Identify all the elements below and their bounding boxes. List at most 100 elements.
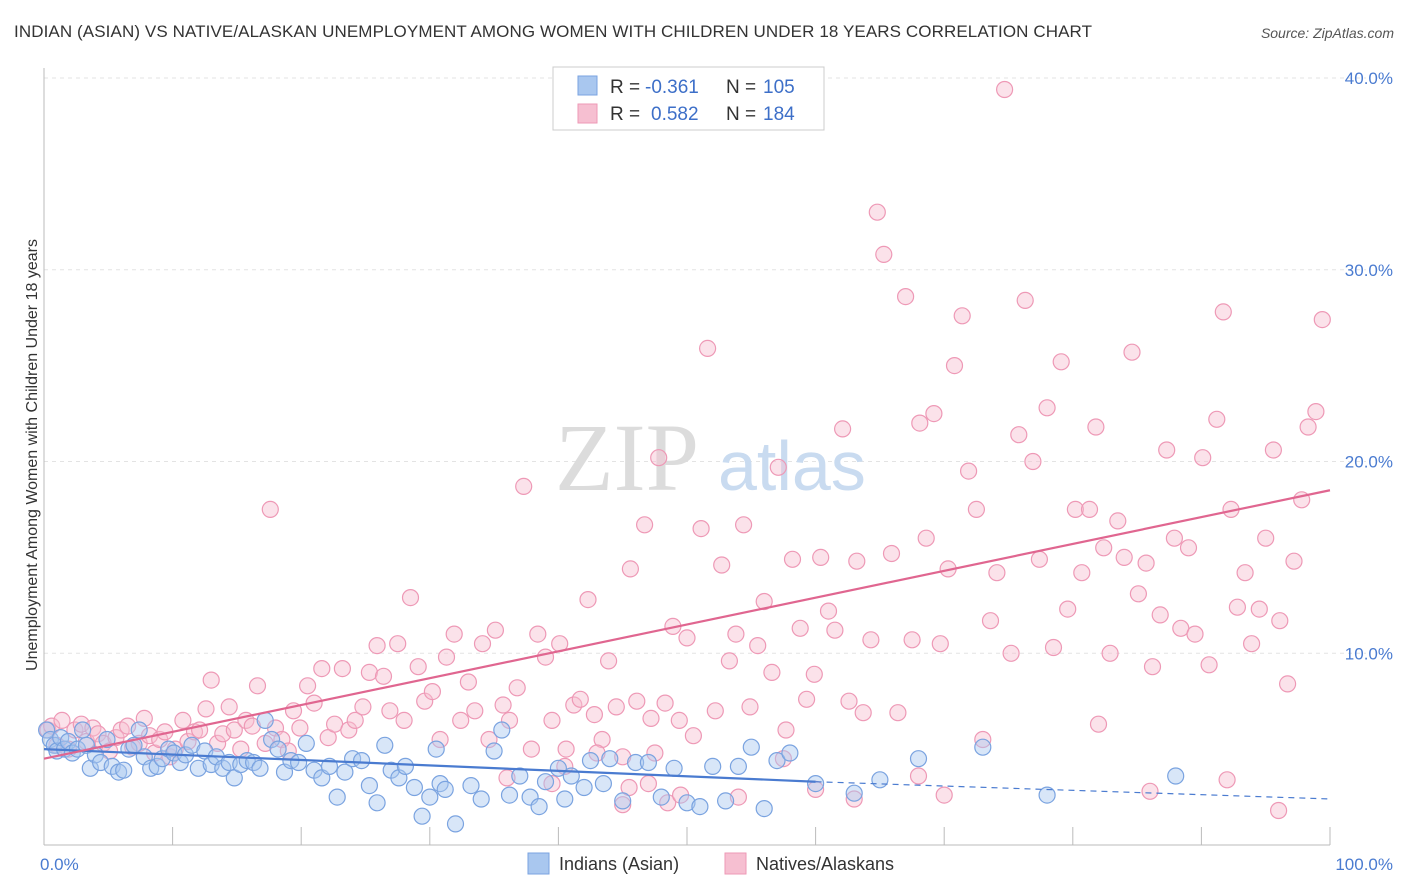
- point-blue-94: [742, 738, 760, 756]
- point-pink-162: [1123, 343, 1141, 361]
- point-pink-50: [333, 659, 351, 678]
- point-pink-103: [706, 702, 724, 720]
- point-pink-119: [819, 602, 838, 620]
- point-pink-174: [1208, 410, 1226, 428]
- point-pink-76: [515, 477, 533, 495]
- point-pink-117: [805, 665, 823, 683]
- point-blue-92: [716, 792, 735, 810]
- y-tick-label-1: 20.0%: [1345, 453, 1393, 472]
- point-pink-107: [734, 516, 753, 534]
- watermark: ZIP atlas: [555, 404, 866, 511]
- point-pink-75: [508, 679, 526, 697]
- point-blue-91: [704, 757, 722, 776]
- point-pink-93: [635, 516, 654, 534]
- point-blue-72: [500, 786, 519, 804]
- point-pink-58: [389, 635, 407, 653]
- point-blue-77: [549, 759, 568, 777]
- point-pink-167: [1158, 441, 1176, 459]
- point-pink-135: [931, 635, 949, 653]
- point-blue-93: [729, 757, 748, 776]
- point-pink-95: [650, 449, 668, 467]
- point-pink-56: [374, 667, 393, 685]
- point-pink-114: [783, 550, 802, 568]
- point-blue-56: [368, 794, 386, 812]
- point-blue-95: [755, 799, 773, 818]
- point-pink-139: [959, 462, 978, 480]
- chart-title: INDIAN (ASIAN) VS NATIVE/ALASKAN UNEMPLO…: [14, 22, 1093, 41]
- point-blue-64: [427, 740, 445, 758]
- point-pink-180: [1250, 600, 1268, 618]
- point-pink-123: [848, 552, 866, 570]
- point-blue-71: [493, 721, 511, 739]
- legend-n-label-pink: N =: [726, 104, 756, 125]
- point-pink-209: [909, 767, 928, 785]
- legend-swatch-blue: [577, 75, 598, 96]
- point-pink-166: [1151, 606, 1169, 624]
- point-pink-150: [1038, 399, 1056, 417]
- point-pink-64: [431, 730, 449, 749]
- point-pink-29: [202, 671, 220, 689]
- point-pink-108: [741, 698, 759, 716]
- y-tick-label-3: 40.0%: [1345, 69, 1393, 88]
- point-pink-124: [854, 704, 872, 722]
- point-pink-99: [678, 629, 696, 647]
- point-pink-190: [729, 788, 748, 806]
- series-legend-label-pink: Natives/Alaskans: [756, 854, 894, 874]
- point-pink-144: [995, 80, 1014, 99]
- point-blue-9: [73, 721, 92, 739]
- point-pink-73: [494, 696, 512, 714]
- point-blue-84: [614, 792, 632, 810]
- point-pink-86: [585, 705, 604, 724]
- point-blue-89: [678, 794, 696, 812]
- point-pink-200: [498, 769, 516, 787]
- point-blue-43: [269, 740, 287, 758]
- point-pink-187: [1299, 418, 1317, 436]
- point-pink-65: [437, 648, 456, 666]
- point-pink-39: [261, 500, 279, 518]
- point-pink-159: [1101, 644, 1119, 662]
- point-pink-164: [1137, 554, 1155, 572]
- point-blue-62: [413, 807, 431, 825]
- point-pink-115: [791, 619, 809, 637]
- legend-r-label-blue: R =: [610, 77, 640, 98]
- point-pink-170: [1179, 539, 1198, 557]
- trend-line-pink: [43, 489, 1331, 760]
- point-blue-85: [626, 753, 645, 772]
- point-pink-98: [670, 711, 688, 730]
- point-blue-83: [601, 750, 619, 768]
- point-pink-94: [642, 709, 660, 728]
- watermark-zip: ZIP: [555, 404, 699, 511]
- point-blue-22: [142, 759, 160, 777]
- point-pink-179: [1242, 635, 1261, 653]
- series-legend-label-blue: Indians (Asian): [559, 854, 679, 874]
- watermark-atlas: atlas: [718, 427, 866, 505]
- legend-n-value-pink: 184: [763, 104, 795, 125]
- point-pink-83: [565, 696, 583, 714]
- point-pink-91: [621, 560, 640, 578]
- point-pink-206: [1089, 715, 1108, 733]
- point-pink-61: [409, 658, 427, 676]
- point-pink-84: [571, 690, 589, 708]
- point-blue-98: [806, 774, 825, 793]
- point-pink-32: [220, 698, 238, 716]
- point-pink-55: [368, 636, 386, 655]
- point-blue-100: [871, 771, 889, 789]
- point-blue-66: [436, 780, 454, 799]
- point-blue-63: [421, 788, 439, 806]
- axes: [43, 68, 1331, 846]
- point-pink-138: [953, 307, 971, 325]
- point-pink-157: [1087, 418, 1105, 436]
- point-pink-88: [599, 652, 618, 670]
- point-pink-89: [607, 698, 625, 716]
- point-pink-178: [1236, 564, 1254, 582]
- point-pink-45: [299, 677, 317, 695]
- legend-r-value-blue: -0.361: [645, 77, 699, 98]
- point-pink-30: [209, 734, 227, 753]
- point-pink-134: [925, 405, 943, 423]
- point-blue-90: [691, 797, 709, 816]
- point-pink-181: [1257, 529, 1275, 547]
- x-tick-label-1: 100.0%: [1335, 855, 1393, 874]
- point-pink-129: [889, 704, 907, 722]
- point-pink-193: [1141, 782, 1159, 800]
- legend-n-label-blue: N =: [726, 77, 756, 98]
